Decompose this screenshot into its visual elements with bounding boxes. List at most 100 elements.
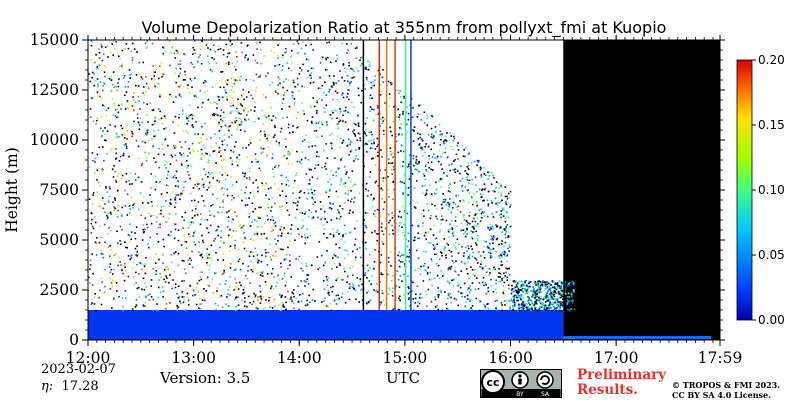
heatmap-cell (259, 271, 261, 274)
heatmap-cell (125, 43, 128, 45)
heatmap-cell (277, 188, 280, 191)
heatmap-cell (444, 249, 447, 252)
heatmap-cell (415, 159, 417, 162)
heatmap-cell (414, 207, 417, 209)
heatmap-cell (322, 91, 325, 94)
heatmap-cell (117, 55, 120, 58)
heatmap-cell (94, 293, 96, 295)
heatmap-cell (416, 116, 419, 118)
heatmap-cell (313, 67, 315, 70)
heatmap-cell (219, 246, 221, 249)
heatmap-cell (121, 133, 124, 136)
heatmap-cell (368, 140, 370, 142)
heatmap-cell (249, 225, 252, 227)
heatmap-cell (237, 98, 239, 101)
heatmap-cell (412, 157, 415, 160)
heatmap-cell (140, 164, 143, 167)
heatmap-cell (327, 291, 330, 294)
heatmap-cell (357, 124, 360, 127)
heatmap-cell (259, 74, 262, 76)
heatmap-cell (150, 256, 152, 259)
heatmap-cell (468, 287, 470, 289)
version-label: Version: 3.5 (160, 369, 251, 387)
heatmap-cell (380, 301, 382, 304)
heatmap-cell (287, 150, 290, 153)
heatmap-cell (418, 162, 420, 164)
heatmap-cell (551, 296, 553, 299)
heatmap-cell (300, 235, 303, 238)
heatmap-cell (369, 63, 372, 66)
heatmap-cell (549, 291, 551, 294)
heatmap-cell (192, 149, 194, 151)
heatmap-cell (501, 251, 504, 254)
heatmap-cell (477, 159, 480, 162)
heatmap-cell (266, 137, 268, 140)
heatmap-cell (391, 294, 394, 297)
heatmap-cell (322, 205, 325, 208)
heatmap-cell (270, 206, 273, 208)
heatmap-cell (436, 243, 439, 246)
heatmap-cell (290, 49, 293, 52)
heatmap-cell (264, 133, 266, 136)
heatmap-cell (94, 161, 96, 163)
chart-title: Volume Depolarization Ratio at 355nm fro… (142, 18, 667, 38)
heatmap-cell (381, 230, 384, 232)
heatmap-cell (337, 135, 339, 137)
heatmap-cell (109, 271, 112, 274)
heatmap-cell (324, 261, 326, 264)
heatmap-cell (445, 307, 448, 310)
heatmap-cell (554, 295, 557, 298)
heatmap-cell (495, 238, 498, 241)
heatmap-cell (357, 87, 360, 90)
heatmap-cell (528, 298, 531, 301)
heatmap-cell (480, 174, 483, 176)
heatmap-cell (190, 79, 193, 82)
heatmap-cell (492, 268, 494, 271)
heatmap-cell (424, 262, 426, 265)
heatmap-cell (181, 109, 184, 112)
heatmap-cell (395, 296, 398, 299)
heatmap-cell (317, 268, 319, 271)
heatmap-cell (229, 286, 231, 289)
heatmap-cell (500, 260, 503, 263)
heatmap-cell (144, 282, 146, 284)
heatmap-cell (114, 115, 117, 117)
heatmap-cell (126, 246, 129, 249)
heatmap-cell (155, 181, 158, 183)
heatmap-cell (329, 188, 331, 191)
heatmap-cell (476, 205, 478, 207)
heatmap-cell (500, 213, 502, 216)
heatmap-cell (109, 229, 112, 232)
heatmap-cell (198, 307, 200, 310)
heatmap-cell (137, 286, 140, 289)
heatmap-cell (470, 230, 473, 232)
heatmap-cell (400, 96, 402, 98)
heatmap-cell (543, 282, 545, 285)
heatmap-cell (189, 235, 191, 238)
heatmap-cell (216, 229, 218, 231)
heatmap-cell (340, 177, 343, 180)
heatmap-cell (256, 272, 258, 275)
heatmap-cell (366, 276, 368, 279)
heatmap-cell (132, 96, 134, 98)
heatmap-cell (154, 71, 157, 73)
heatmap-cell (278, 145, 281, 148)
heatmap-cell (551, 280, 554, 282)
heatmap-cell (499, 257, 501, 259)
heatmap-cell (175, 96, 177, 99)
heatmap-cell (198, 241, 200, 243)
heatmap-cell (461, 145, 464, 147)
heatmap-cell (125, 181, 128, 183)
heatmap-cell (191, 250, 193, 253)
heatmap-cell (310, 168, 312, 171)
heatmap-cell (124, 48, 126, 50)
heatmap-cell (134, 173, 137, 175)
heatmap-cell (254, 179, 257, 182)
heatmap-cell (275, 243, 277, 245)
heatmap-cell (536, 288, 539, 291)
heatmap-cell (234, 79, 237, 81)
heatmap-cell (326, 41, 328, 44)
heatmap-cell (137, 121, 140, 124)
heatmap-cell (380, 187, 383, 190)
heatmap-cell (415, 155, 418, 158)
